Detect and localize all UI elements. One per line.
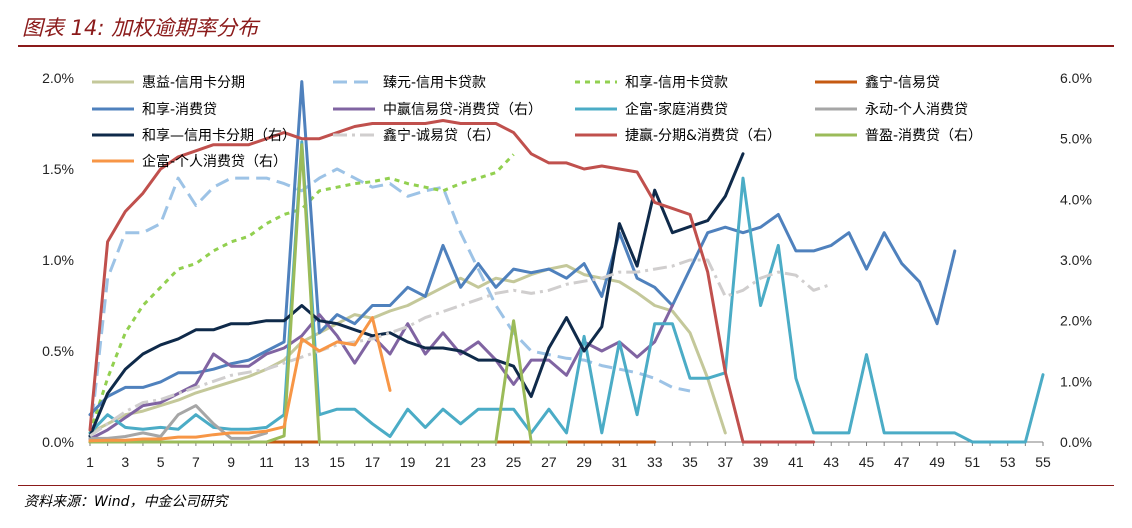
x-tick-label: 41 xyxy=(788,454,804,470)
x-tick-label: 35 xyxy=(682,454,698,470)
legend-label: 普盈-消费贷（右） xyxy=(865,128,982,144)
legend-label: 臻元-信用卡贷款 xyxy=(383,75,486,91)
x-tick-label: 15 xyxy=(329,454,345,470)
series-line-10 xyxy=(89,258,832,438)
series-layer xyxy=(88,80,1045,444)
series-line-12 xyxy=(88,143,568,444)
x-tick-label: 55 xyxy=(1035,454,1051,470)
x-tick-label: 39 xyxy=(753,454,769,470)
x-tick-label: 17 xyxy=(365,454,381,470)
series-line-5 xyxy=(88,80,957,417)
legend-label: 企富-个人消费贷（右） xyxy=(142,153,287,170)
legend-label: 和享—信用卡分期（右） xyxy=(142,127,296,144)
y-right-tick-label: 5.0% xyxy=(1060,131,1092,147)
series-line-7 xyxy=(88,140,1045,444)
y-right-tick-label: 0.0% xyxy=(1060,434,1092,450)
x-tick-label: 47 xyxy=(894,454,910,470)
x-tick-label: 49 xyxy=(929,454,945,470)
legend-label: 永动-个人消费贷 xyxy=(865,102,968,118)
x-tick-label: 33 xyxy=(647,454,663,470)
x-tick-label: 53 xyxy=(1000,454,1016,470)
title-rule xyxy=(18,45,1114,47)
x-tick-label: 23 xyxy=(470,454,486,470)
legend-label: 中赢信易贷-消费贷（右） xyxy=(383,101,542,118)
x-tick-label: 1 xyxy=(86,454,94,470)
x-tick-label: 51 xyxy=(965,454,981,470)
x-tick-label: 27 xyxy=(541,454,557,470)
y-right-tick-label: 2.0% xyxy=(1060,313,1092,329)
y-left-tick-label: 2.0% xyxy=(42,70,74,86)
y-left-tick-label: 1.0% xyxy=(42,252,74,268)
legend-label: 鑫宁-信易贷 xyxy=(865,74,940,91)
series-line-8 xyxy=(88,404,268,440)
x-tick-label: 45 xyxy=(859,454,875,470)
y-left-tick-label: 1.5% xyxy=(42,161,74,177)
x-tick-label: 25 xyxy=(506,454,522,470)
figure-title: 图表 14: 加权逾期率分布 xyxy=(22,16,259,40)
x-tick-label: 9 xyxy=(227,454,235,470)
axes-layer: 1 3 5 7 9 11 13 15 17 19 21 23 25 27 29 31 33 35 37 39 41 43 4… xyxy=(42,70,1092,470)
x-tick-label: 5 xyxy=(157,454,165,470)
x-tick-label: 29 xyxy=(576,454,592,470)
x-tick-label: 21 xyxy=(435,454,451,470)
legend-label: 和享-消费贷 xyxy=(142,101,217,118)
legend-label: 惠益-信用卡分期 xyxy=(142,75,245,91)
legend-label: 鑫宁-诚易贷（右） xyxy=(383,127,500,144)
series-line-9 xyxy=(88,152,745,438)
legend-label: 企富-家庭消费贷 xyxy=(625,101,728,118)
series-line-13 xyxy=(88,316,392,443)
x-tick-label: 11 xyxy=(259,454,274,470)
x-tick-label: 7 xyxy=(192,454,200,470)
y-right-tick-label: 3.0% xyxy=(1060,252,1092,268)
x-tick-label: 19 xyxy=(400,454,416,470)
series-line-1 xyxy=(88,264,727,435)
y-right-tick-label: 1.0% xyxy=(1060,373,1092,389)
source-note: 资料来源：Wind，中金公司研究 xyxy=(24,494,228,510)
x-tick-label: 31 xyxy=(612,454,628,470)
legend-label: 和享-信用卡贷款 xyxy=(625,74,728,91)
series-line-11 xyxy=(88,119,816,444)
y-left-tick-label: 0.5% xyxy=(42,343,74,359)
y-right-tick-label: 4.0% xyxy=(1060,191,1092,207)
x-tick-label: 43 xyxy=(823,454,839,470)
series-line-3 xyxy=(88,153,515,434)
x-tick-label: 37 xyxy=(718,454,734,470)
x-tick-label: 13 xyxy=(294,454,310,470)
y-left-tick-label: 0.0% xyxy=(42,434,74,450)
source-rule xyxy=(18,485,1114,486)
x-tick-label: 3 xyxy=(121,454,129,470)
legend-label: 捷赢-分期&消费贷（右） xyxy=(625,127,781,144)
y-right-tick-label: 6.0% xyxy=(1060,70,1092,86)
